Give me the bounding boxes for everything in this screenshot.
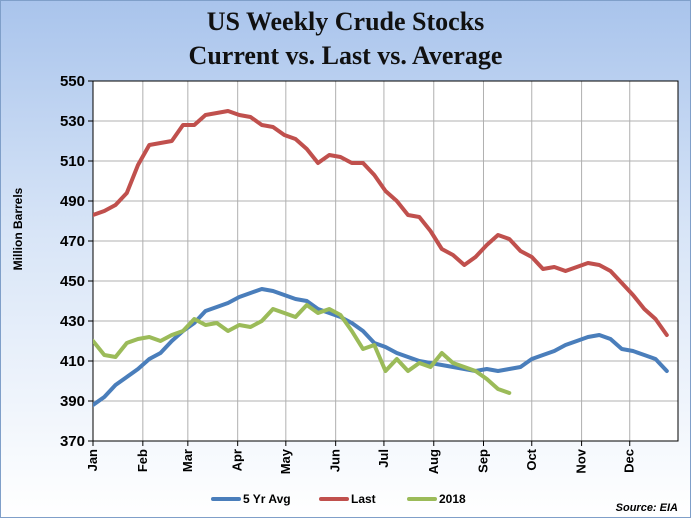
y-tick-label: 510 (60, 153, 85, 170)
x-tick-label: Mar (180, 449, 195, 472)
x-tick-label: Jan (85, 449, 100, 471)
y-tick-label: 370 (60, 433, 85, 450)
series-line-last (93, 109, 669, 337)
y-tick-label: 410 (60, 353, 85, 370)
legend-label: 2018 (439, 492, 466, 506)
x-tick-label: May (278, 448, 293, 474)
series-line-2018 (93, 303, 512, 395)
y-tick-label: 430 (60, 313, 85, 330)
x-tick-label: Jul (376, 449, 391, 468)
x-tick-label: Apr (230, 449, 245, 471)
y-axis-label: Million Barrels (11, 187, 25, 270)
x-tick-label: Dec (622, 449, 637, 473)
plot-border (92, 80, 679, 442)
x-tick-label: Nov (574, 448, 589, 473)
legend-label: Last (351, 492, 376, 506)
y-tick-label: 470 (60, 233, 85, 250)
y-tick-label: 390 (60, 393, 85, 410)
legend-label: 5 Yr Avg (243, 492, 291, 506)
plot-area (92, 80, 679, 442)
x-tick-label: Jun (328, 449, 343, 472)
y-tick-label: 530 (60, 113, 85, 130)
x-tick-label: Feb (135, 449, 150, 472)
x-tick-label: Sep (475, 449, 490, 473)
source-note: Source: EIA (616, 502, 678, 514)
x-tick-label: Aug (426, 449, 441, 474)
y-tick-label: 450 (60, 273, 85, 290)
chart-subtitle: Current vs. Last vs. Average (188, 41, 503, 70)
chart-title: US Weekly Crude Stocks (206, 7, 485, 36)
x-tick-label: Oct (524, 448, 539, 470)
y-tick-label: 490 (60, 193, 85, 210)
y-tick-label: 550 (60, 73, 85, 90)
